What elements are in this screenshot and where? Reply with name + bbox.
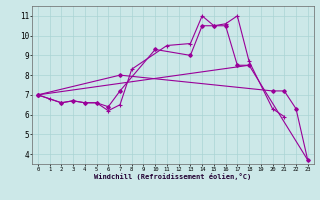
X-axis label: Windchill (Refroidissement éolien,°C): Windchill (Refroidissement éolien,°C)	[94, 173, 252, 180]
